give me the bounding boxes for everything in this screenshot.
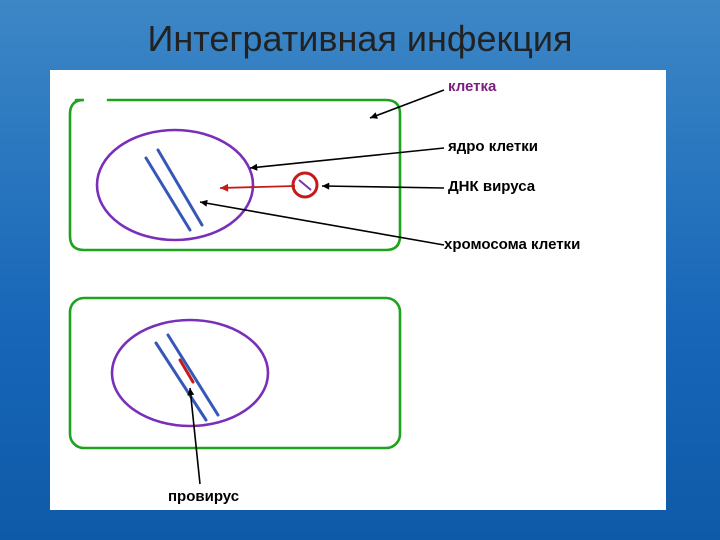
- diagram-svg: [50, 70, 666, 510]
- label-cell: клетка: [448, 78, 496, 95]
- label-nucleus: ядро клетки: [448, 138, 538, 155]
- slide-title: Интегративная инфекция: [28, 18, 692, 60]
- label-virus-dna: ДНК вируса: [448, 178, 535, 195]
- label-provirus: провирус: [168, 488, 239, 505]
- label-chromosome: хромосома клетки: [444, 236, 580, 253]
- slide: Интегративная инфекция клетка ядро клетк…: [0, 0, 720, 540]
- diagram-panel: клетка ядро клетки ДНК вируса хромосома …: [50, 70, 666, 510]
